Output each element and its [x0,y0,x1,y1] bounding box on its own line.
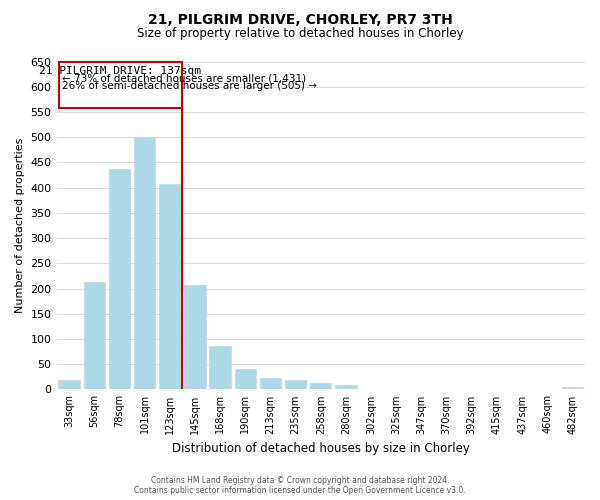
Text: 21 PILGRIM DRIVE: 137sqm: 21 PILGRIM DRIVE: 137sqm [39,66,201,76]
Text: 21, PILGRIM DRIVE, CHORLEY, PR7 3TH: 21, PILGRIM DRIVE, CHORLEY, PR7 3TH [148,12,452,26]
Bar [59,62,182,108]
Bar [134,137,155,390]
X-axis label: Distribution of detached houses by size in Chorley: Distribution of detached houses by size … [172,442,470,455]
Text: Contains HM Land Registry data © Crown copyright and database right 2024.
Contai: Contains HM Land Registry data © Crown c… [134,476,466,495]
Y-axis label: Number of detached properties: Number of detached properties [15,138,25,313]
Bar [159,184,181,390]
Text: ← 73% of detached houses are smaller (1,431): ← 73% of detached houses are smaller (1,… [62,74,307,84]
Bar [209,346,231,390]
Bar [260,378,281,390]
Bar [83,282,105,390]
Text: 26% of semi-detached houses are larger (505) →: 26% of semi-detached houses are larger (… [62,81,317,91]
Bar [562,388,583,390]
Bar [184,285,206,390]
Bar [235,370,256,390]
Bar [58,380,80,390]
Text: Size of property relative to detached houses in Chorley: Size of property relative to detached ho… [137,28,463,40]
Bar [310,384,331,390]
Bar [285,380,307,390]
Bar [335,386,356,390]
Bar [109,170,130,390]
